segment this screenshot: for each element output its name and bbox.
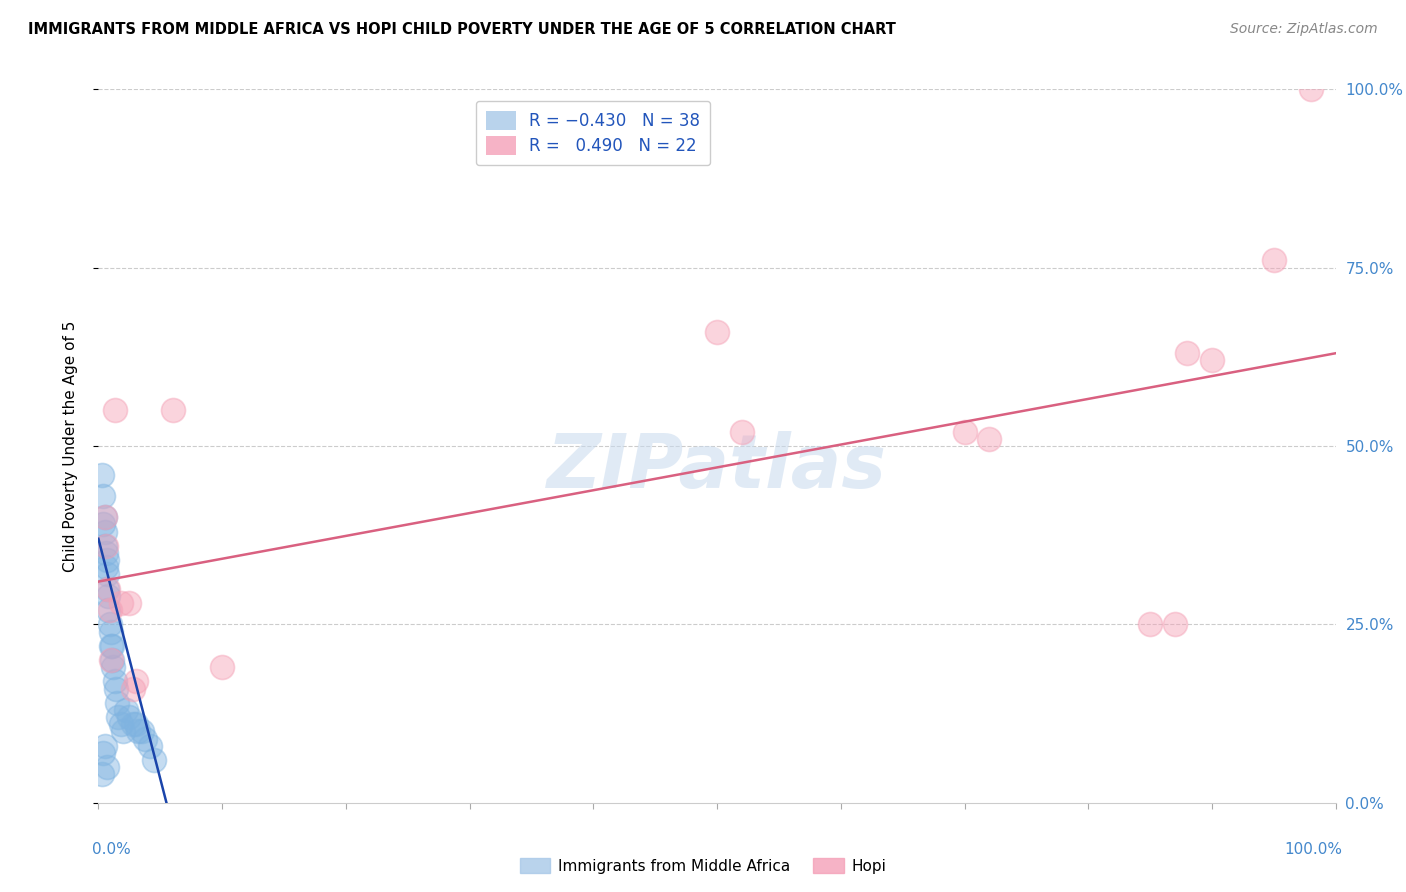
- Point: [110, 596, 132, 610]
- Point: [139, 739, 162, 753]
- Point: [93, 524, 115, 539]
- Point: [105, 696, 128, 710]
- Point: [100, 653, 122, 667]
- Point: [96, 567, 118, 582]
- Point: [98, 603, 121, 617]
- Point: [731, 425, 754, 439]
- Point: [94, 539, 117, 553]
- Point: [1164, 617, 1187, 632]
- Point: [96, 760, 118, 774]
- Point: [118, 596, 141, 610]
- Point: [1299, 82, 1322, 96]
- Point: [97, 582, 120, 596]
- Text: 0.0%: 0.0%: [93, 842, 131, 857]
- Point: [93, 539, 115, 553]
- Text: Source: ZipAtlas.com: Source: ZipAtlas.com: [1230, 22, 1378, 37]
- Point: [91, 767, 114, 781]
- Point: [94, 560, 117, 574]
- Point: [97, 589, 120, 603]
- Point: [96, 582, 118, 596]
- Point: [134, 731, 156, 746]
- Point: [93, 517, 115, 532]
- Point: [101, 653, 124, 667]
- Point: [93, 489, 115, 503]
- Point: [131, 724, 153, 739]
- Point: [110, 717, 132, 731]
- Point: [122, 681, 145, 696]
- Point: [93, 739, 115, 753]
- Point: [91, 467, 114, 482]
- Point: [122, 717, 145, 731]
- Point: [103, 403, 125, 417]
- Point: [162, 403, 184, 417]
- Point: [953, 425, 976, 439]
- Point: [93, 510, 115, 524]
- Point: [103, 660, 125, 674]
- Point: [94, 546, 117, 560]
- Point: [103, 674, 125, 689]
- Point: [1175, 346, 1198, 360]
- Point: [979, 432, 1001, 446]
- Text: ZIPatlas: ZIPatlas: [547, 431, 887, 504]
- Point: [98, 617, 121, 632]
- Text: IMMIGRANTS FROM MIDDLE AFRICA VS HOPI CHILD POVERTY UNDER THE AGE OF 5 CORRELATI: IMMIGRANTS FROM MIDDLE AFRICA VS HOPI CH…: [28, 22, 896, 37]
- Point: [107, 710, 129, 724]
- Point: [101, 639, 124, 653]
- Point: [211, 660, 233, 674]
- Point: [100, 624, 122, 639]
- Point: [96, 553, 118, 567]
- Point: [100, 639, 122, 653]
- Legend: R = −0.430   N = 38, R =   0.490   N = 22: R = −0.430 N = 38, R = 0.490 N = 22: [477, 101, 710, 165]
- Point: [1201, 353, 1223, 368]
- Point: [1263, 253, 1285, 268]
- Point: [97, 603, 120, 617]
- Point: [93, 510, 115, 524]
- Point: [93, 746, 115, 760]
- Point: [114, 703, 136, 717]
- Point: [1139, 617, 1161, 632]
- Y-axis label: Child Poverty Under the Age of 5: Child Poverty Under the Age of 5: [63, 320, 77, 572]
- Legend: Immigrants from Middle Africa, Hopi: Immigrants from Middle Africa, Hopi: [513, 852, 893, 880]
- Point: [143, 753, 166, 767]
- Point: [104, 681, 127, 696]
- Point: [127, 724, 149, 739]
- Point: [706, 325, 728, 339]
- Point: [118, 710, 141, 724]
- Point: [124, 717, 146, 731]
- Text: 100.0%: 100.0%: [1284, 842, 1341, 857]
- Point: [124, 674, 146, 689]
- Point: [112, 724, 135, 739]
